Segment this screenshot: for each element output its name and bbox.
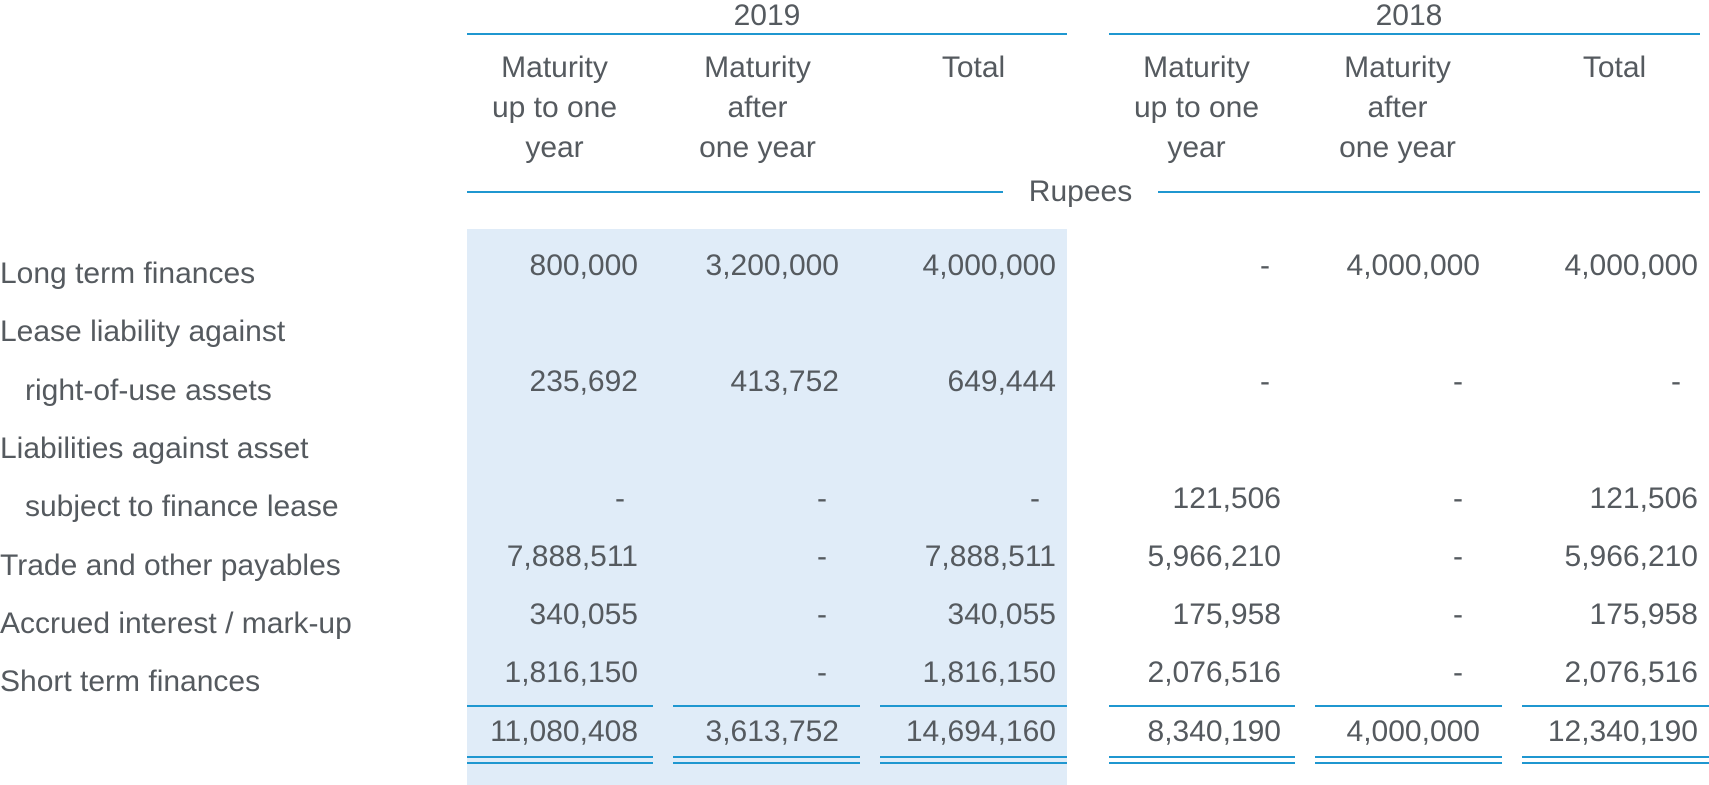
- cell-dash: -: [1453, 540, 1463, 573]
- cell-value: 340,055: [947, 598, 1056, 631]
- cell-dash: -: [1260, 365, 1270, 398]
- col-header-line: Maturity: [501, 51, 608, 84]
- col-header-line: after: [1367, 91, 1428, 124]
- col-header-2019-total: Total: [880, 48, 1067, 88]
- total-double-rule: [1522, 756, 1709, 758]
- col-header-line: Maturity: [1344, 51, 1451, 84]
- total-value: 8,340,190: [1147, 715, 1281, 748]
- total-double-rule: [1315, 762, 1502, 764]
- row-label-liabilities-asset-cont: subject to finance lease: [25, 490, 339, 523]
- total-value: 4,000,000: [1346, 715, 1480, 748]
- year-2018-rule: [1109, 33, 1700, 35]
- year-2019-header: 2019: [733, 0, 801, 32]
- year-2019-rule: [467, 33, 1067, 35]
- cell-dash: -: [817, 540, 827, 573]
- cell-dash: -: [1453, 365, 1463, 398]
- total-double-rule: [1315, 756, 1502, 758]
- total-double-rule: [673, 762, 860, 764]
- cell-value: 5,966,210: [1147, 540, 1281, 573]
- col-header-2019-after-one-year: Maturity after one year: [670, 48, 845, 168]
- row-label-short-term-finances: Short term finances: [0, 665, 261, 698]
- total-value: 11,080,408: [490, 715, 638, 748]
- cell-dash: -: [1030, 482, 1040, 515]
- cell-value: 1,816,150: [922, 656, 1056, 689]
- cell-value: 1,816,150: [504, 656, 638, 689]
- total-double-rule: [1109, 762, 1295, 764]
- total-value: 3,613,752: [705, 715, 839, 748]
- col-header-line: Maturity: [1143, 51, 1250, 84]
- total-double-rule: [467, 762, 653, 764]
- row-label-lease-liability: Lease liability against: [0, 315, 286, 348]
- cell-value: 121,506: [1172, 482, 1281, 515]
- cell-value: 340,055: [529, 598, 638, 631]
- total-double-rule: [1522, 762, 1709, 764]
- cell-value: 4,000,000: [1346, 249, 1480, 282]
- subtotal-rule: [673, 705, 860, 707]
- total-double-rule: [880, 762, 1067, 764]
- col-header-2019-up-to-one-year: Maturity up to one year: [467, 48, 642, 168]
- col-header-line: after: [727, 91, 788, 124]
- cell-value: 121,506: [1589, 482, 1698, 515]
- total-double-rule: [880, 756, 1067, 758]
- subtotal-rule: [1522, 705, 1709, 707]
- col-header-line: up to one: [1133, 91, 1260, 124]
- cell-dash: -: [1260, 249, 1270, 282]
- subtotal-rule: [467, 705, 653, 707]
- cell-dash: -: [817, 656, 827, 689]
- cell-dash: -: [1453, 598, 1463, 631]
- cell-dash: -: [817, 482, 827, 515]
- cell-value: 649,444: [947, 365, 1056, 398]
- total-value: 14,694,160: [905, 715, 1056, 748]
- row-label-liabilities-asset: Liabilities against asset: [0, 432, 309, 465]
- col-header-line: year: [1167, 131, 1226, 164]
- cell-value: 175,958: [1172, 598, 1281, 631]
- subtotal-rule: [1109, 705, 1295, 707]
- year-2018-header: 2018: [1375, 0, 1443, 32]
- subtotal-rule: [880, 705, 1067, 707]
- cell-dash: -: [615, 482, 625, 515]
- unit-label: Rupees: [1003, 172, 1158, 212]
- col-header-line: year: [525, 131, 584, 164]
- cell-value: 7,888,511: [924, 540, 1056, 573]
- col-header-line: Total: [941, 51, 1006, 84]
- col-header-line: up to one: [491, 91, 618, 124]
- row-label-lease-liability-cont: right-of-use assets: [25, 374, 272, 407]
- cell-value: 413,752: [730, 365, 839, 398]
- cell-dash: -: [1453, 482, 1463, 515]
- col-header-2018-after-one-year: Maturity after one year: [1310, 48, 1485, 168]
- cell-dash: -: [1453, 656, 1463, 689]
- col-header-line: Maturity: [704, 51, 811, 84]
- cell-value: 800,000: [529, 249, 638, 282]
- cell-value: 4,000,000: [922, 249, 1056, 282]
- col-header-line: one year: [1339, 131, 1456, 164]
- row-label-trade-payables: Trade and other payables: [0, 549, 341, 582]
- row-label-accrued-interest: Accrued interest / mark-up: [0, 607, 352, 640]
- total-value: 12,340,190: [1547, 715, 1698, 748]
- cell-dash: -: [817, 598, 827, 631]
- 2019-column-shading: [467, 229, 1067, 785]
- cell-dash: -: [1671, 365, 1681, 398]
- cell-value: 2,076,516: [1147, 656, 1281, 689]
- total-double-rule: [1109, 756, 1295, 758]
- cell-value: 4,000,000: [1564, 249, 1698, 282]
- total-double-rule: [467, 756, 653, 758]
- cell-value: 235,692: [529, 365, 638, 398]
- cell-value: 3,200,000: [705, 249, 839, 282]
- subtotal-rule: [1315, 705, 1502, 707]
- cell-value: 2,076,516: [1564, 656, 1698, 689]
- total-double-rule: [673, 756, 860, 758]
- col-header-line: one year: [699, 131, 816, 164]
- cell-value: 5,966,210: [1564, 540, 1698, 573]
- cell-value: 175,958: [1589, 598, 1698, 631]
- col-header-2018-total: Total: [1520, 48, 1709, 88]
- col-header-2018-up-to-one-year: Maturity up to one year: [1109, 48, 1284, 168]
- col-header-line: Total: [1582, 51, 1647, 84]
- row-label-long-term-finances: Long term finances: [0, 257, 256, 290]
- cell-value: 7,888,511: [506, 540, 638, 573]
